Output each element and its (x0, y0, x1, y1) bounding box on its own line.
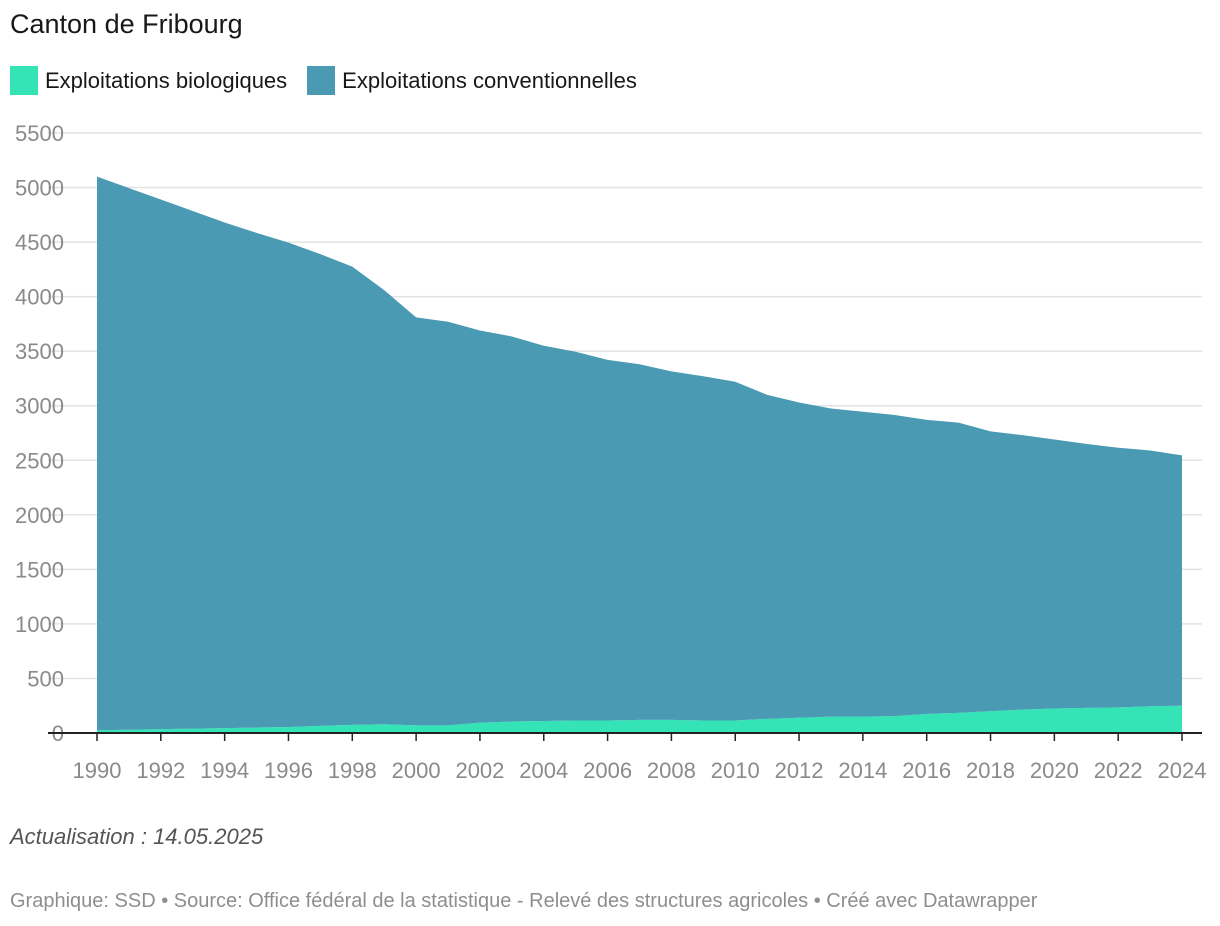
y-tick-label: 2000 (15, 503, 64, 528)
y-tick-label: 4000 (15, 285, 64, 310)
x-tick-label: 2010 (711, 758, 760, 783)
x-tick-label: 2022 (1094, 758, 1143, 783)
area-chart: 0500100015002000250030003500400045005000… (15, 121, 1207, 783)
y-axis: 0500100015002000250030003500400045005000… (15, 121, 64, 746)
y-tick-label: 3000 (15, 394, 64, 419)
x-tick-label: 2012 (775, 758, 824, 783)
y-tick-label: 2500 (15, 448, 64, 473)
x-tick-label: 2006 (583, 758, 632, 783)
footer-source: Graphique: SSD • Source: Office fédéral … (10, 890, 1038, 912)
y-tick-label: 1000 (15, 612, 64, 637)
legend: Exploitations biologiques Exploitations … (10, 66, 657, 95)
x-tick-label: 1996 (264, 758, 313, 783)
chart-title: Canton de Fribourg (10, 9, 243, 39)
x-tick-label: 2004 (519, 758, 568, 783)
y-tick-label: 3500 (15, 339, 64, 364)
x-tick-label: 2000 (392, 758, 441, 783)
x-tick-label: 2008 (647, 758, 696, 783)
x-tick-label: 2016 (902, 758, 951, 783)
x-tick-label: 2024 (1158, 758, 1207, 783)
x-tick-label: 2020 (1030, 758, 1079, 783)
x-tick-label: 2002 (455, 758, 504, 783)
legend-label-bio: Exploitations biologiques (45, 67, 288, 93)
x-axis: 1990 1992 1994 1996 1998 2000 2002 2004 2006 2008… (48, 732, 1207, 783)
x-tick-label: 1998 (328, 758, 377, 783)
legend-swatch-bio (10, 66, 38, 95)
x-tick-label: 2018 (966, 758, 1015, 783)
y-tick-label: 5500 (15, 121, 64, 146)
areas (97, 176, 1182, 733)
y-tick-label: 500 (27, 666, 64, 691)
x-tick-label: 1992 (136, 758, 185, 783)
y-tick-label: 1500 (15, 557, 64, 582)
x-tick-label: 1994 (200, 758, 249, 783)
legend-swatch-conv (307, 66, 336, 95)
legend-label-conv: Exploitations conventionnelles (342, 67, 637, 93)
legend-item-bio: Exploitations biologiques (10, 66, 287, 95)
y-tick-label: 5000 (15, 176, 64, 201)
y-tick-label: 4500 (15, 230, 64, 255)
update-note: Actualisation : 14.05.2025 (10, 824, 264, 849)
area-series-bio (97, 705, 1182, 733)
legend-item-conv: Exploitations conventionnelles (307, 66, 637, 95)
x-tick-label: 1990 (73, 758, 122, 783)
area-series-conv (97, 176, 1182, 731)
x-tick-label: 2014 (838, 758, 887, 783)
